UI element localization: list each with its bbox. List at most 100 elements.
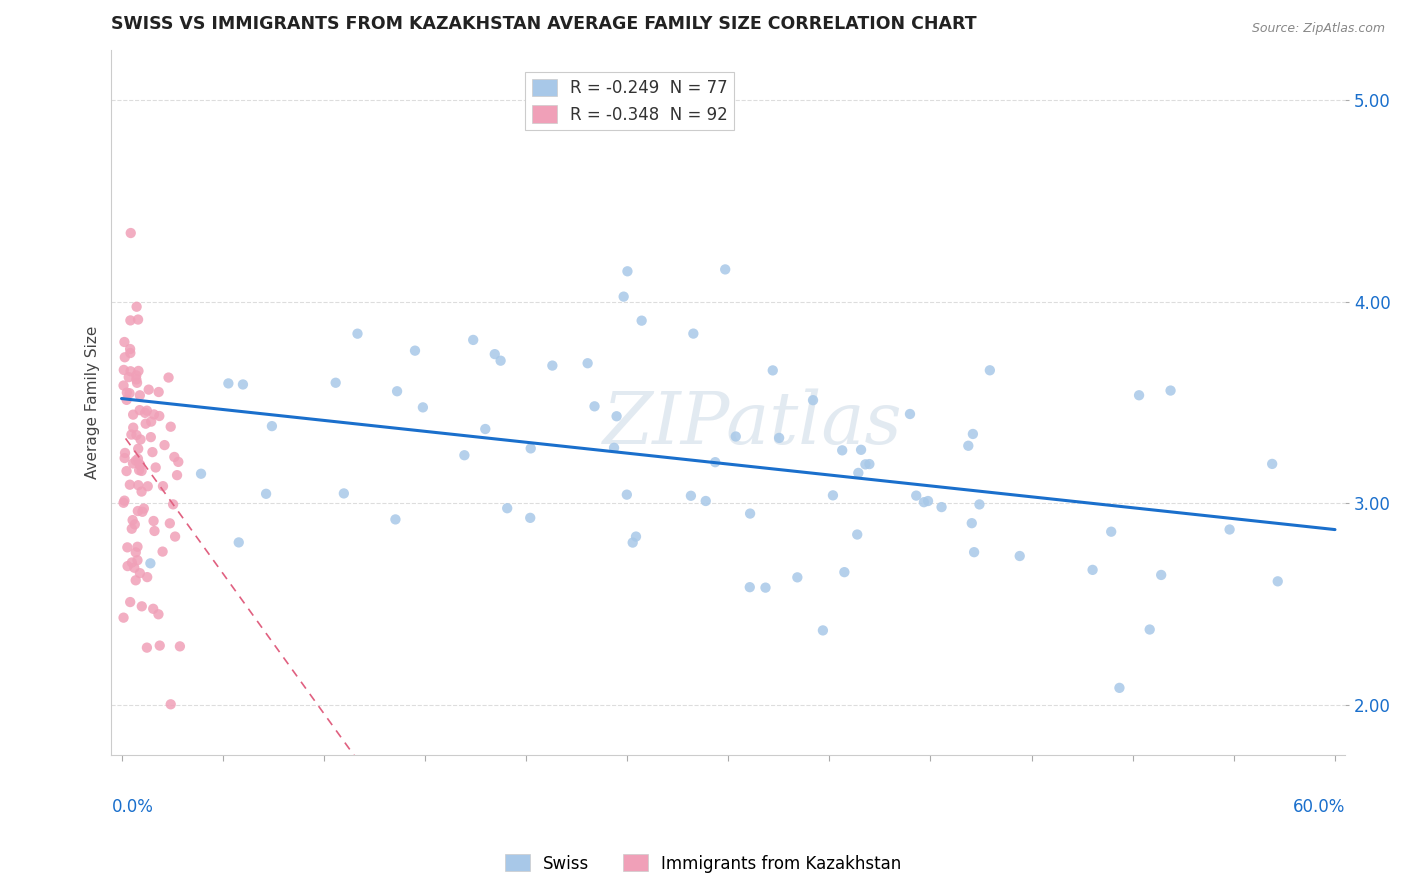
Point [131,464,153,478]
Point [127,553,149,567]
Point [162,497,184,511]
Point [583,400,606,414]
Point [960,516,983,531]
Text: 60.0%: 60.0% [1292,797,1346,815]
Point [120,595,142,609]
Point [724,429,747,443]
Point [112,363,135,377]
Point [131,484,153,499]
Point [145,460,167,475]
Point [128,463,150,477]
Point [849,442,872,457]
Point [148,384,170,399]
Point [127,364,149,378]
Point [135,403,157,417]
Point [855,458,877,472]
Point [125,300,148,314]
Point [217,376,239,391]
Point [152,479,174,493]
Point [834,565,856,579]
Text: Source: ZipAtlas.com: Source: ZipAtlas.com [1251,22,1385,36]
Point [232,377,254,392]
Point [129,433,152,447]
Point [1128,388,1150,402]
Point [384,512,406,526]
Point [124,560,146,574]
Point [117,541,139,555]
Point [129,458,152,473]
Point [979,363,1001,377]
Point [112,610,135,624]
Point [120,346,142,360]
Point [128,403,150,417]
Text: 0.0%: 0.0% [111,797,153,815]
Text: ZIPatlas: ZIPatlas [603,389,903,459]
Point [112,334,135,349]
Legend: Swiss, Immigrants from Kazakhstan: Swiss, Immigrants from Kazakhstan [498,847,908,880]
Point [1261,457,1284,471]
Point [1081,563,1104,577]
Point [166,468,188,483]
Point [149,639,172,653]
Point [786,570,808,584]
Point [148,409,170,423]
Point [153,438,176,452]
Point [125,372,148,386]
Point [141,415,163,429]
Point [112,378,135,392]
Point [142,602,165,616]
Point [112,496,135,510]
Point [695,494,717,508]
Point [624,530,647,544]
Point [159,516,181,531]
Point [134,406,156,420]
Point [124,517,146,532]
Point [630,313,652,327]
Point [128,458,150,472]
Point [463,333,485,347]
Point [905,489,928,503]
Point [738,507,761,521]
Point [762,363,785,377]
Point [125,545,148,559]
Point [136,570,159,584]
Point [131,599,153,614]
Point [114,351,136,365]
Point [190,467,212,481]
Point [115,385,138,400]
Point [127,504,149,518]
Point [125,574,148,588]
Point [453,448,475,462]
Point [120,364,142,378]
Point [963,545,986,559]
Point [1139,623,1161,637]
Point [260,419,283,434]
Point [139,430,162,444]
Point [157,370,180,384]
Point [115,464,138,478]
Point [122,408,145,422]
Point [139,557,162,571]
Point [704,455,727,469]
Point [519,442,541,456]
Point [616,488,638,502]
Point [138,383,160,397]
Point [159,698,181,712]
Point [931,500,953,514]
Legend: R = -0.249  N = 77, R = -0.348  N = 92: R = -0.249 N = 77, R = -0.348 N = 92 [524,72,734,130]
Point [125,376,148,390]
Point [738,580,761,594]
Point [385,384,408,399]
Point [152,544,174,558]
Point [114,446,136,460]
Point [142,514,165,528]
Point [117,559,139,574]
Point [404,343,426,358]
Point [125,428,148,442]
Point [754,581,776,595]
Point [496,501,519,516]
Point [159,419,181,434]
Point [768,431,790,445]
Point [1008,549,1031,563]
Point [917,494,939,508]
